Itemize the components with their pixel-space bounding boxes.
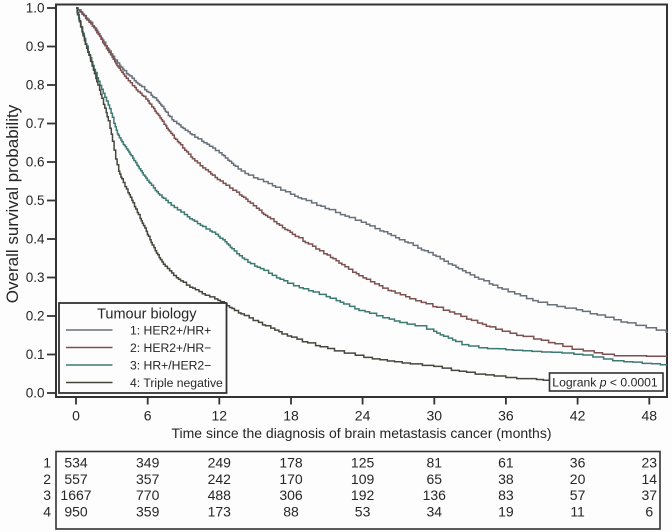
svg-text:3: 3 [43, 487, 51, 503]
svg-text:30: 30 [427, 407, 443, 423]
svg-text:249: 249 [208, 455, 232, 471]
svg-text:81: 81 [427, 455, 443, 471]
svg-text:170: 170 [279, 471, 303, 487]
svg-text:11: 11 [570, 503, 585, 519]
svg-text:12: 12 [212, 407, 228, 423]
svg-text:770: 770 [136, 487, 160, 503]
svg-text:20: 20 [570, 471, 586, 487]
svg-text:65: 65 [427, 471, 443, 487]
svg-text:306: 306 [279, 487, 303, 503]
svg-text:488: 488 [208, 487, 232, 503]
svg-text:0: 0 [72, 407, 80, 423]
svg-text:349: 349 [136, 455, 160, 471]
svg-text:359: 359 [136, 503, 160, 519]
svg-text:6: 6 [645, 503, 653, 519]
svg-text:38: 38 [498, 471, 514, 487]
svg-text:136: 136 [423, 487, 447, 503]
svg-text:Logrank p < 0.0001: Logrank p < 0.0001 [552, 375, 658, 389]
svg-text:178: 178 [279, 455, 303, 471]
svg-text:557: 557 [64, 471, 88, 487]
svg-text:Overall survival probability: Overall survival probability [3, 104, 22, 303]
svg-text:48: 48 [642, 407, 658, 423]
svg-text:192: 192 [351, 487, 375, 503]
svg-text:0.0: 0.0 [26, 386, 45, 401]
svg-text:0.9: 0.9 [26, 39, 45, 54]
svg-text:4: Triple negative: 4: Triple negative [130, 376, 223, 390]
svg-text:0.7: 0.7 [26, 116, 45, 131]
svg-text:6: 6 [144, 407, 152, 423]
svg-text:1: HER2+/HR+: 1: HER2+/HR+ [130, 323, 211, 337]
svg-text:2: 2 [43, 471, 51, 487]
svg-text:1667: 1667 [60, 487, 91, 503]
svg-text:24: 24 [355, 407, 371, 423]
svg-text:173: 173 [208, 503, 232, 519]
svg-text:14: 14 [642, 471, 658, 487]
svg-text:0.5: 0.5 [26, 193, 45, 208]
svg-text:3: HR+/HER2−: 3: HR+/HER2− [130, 358, 211, 372]
svg-text:42: 42 [570, 407, 586, 423]
svg-text:83: 83 [498, 487, 514, 503]
svg-text:36: 36 [570, 455, 586, 471]
svg-text:1.0: 1.0 [26, 1, 45, 16]
svg-text:109: 109 [351, 471, 375, 487]
svg-text:0.6: 0.6 [26, 155, 45, 170]
svg-text:2: HER2+/HR−: 2: HER2+/HR− [130, 341, 211, 355]
svg-text:53: 53 [355, 503, 371, 519]
svg-text:61: 61 [498, 455, 514, 471]
svg-text:0.8: 0.8 [26, 78, 45, 93]
svg-text:Time since the diagnosis of br: Time since the diagnosis of brain metast… [172, 425, 552, 441]
svg-text:242: 242 [208, 471, 232, 487]
svg-text:88: 88 [283, 503, 299, 519]
svg-text:4: 4 [43, 503, 51, 519]
svg-text:357: 357 [136, 471, 160, 487]
svg-text:18: 18 [283, 407, 299, 423]
svg-text:Tumour biology: Tumour biology [97, 306, 197, 322]
svg-text:19: 19 [498, 503, 514, 519]
svg-text:34: 34 [427, 503, 443, 519]
svg-text:1: 1 [43, 455, 51, 471]
svg-text:0.2: 0.2 [26, 309, 45, 324]
svg-text:0.4: 0.4 [26, 232, 45, 247]
svg-text:534: 534 [64, 455, 88, 471]
svg-text:37: 37 [642, 487, 658, 503]
svg-text:0.3: 0.3 [26, 270, 45, 285]
svg-text:125: 125 [351, 455, 375, 471]
svg-text:0.1: 0.1 [26, 347, 45, 362]
svg-text:57: 57 [570, 487, 586, 503]
svg-text:36: 36 [498, 407, 514, 423]
svg-text:23: 23 [642, 455, 658, 471]
svg-text:950: 950 [64, 503, 88, 519]
